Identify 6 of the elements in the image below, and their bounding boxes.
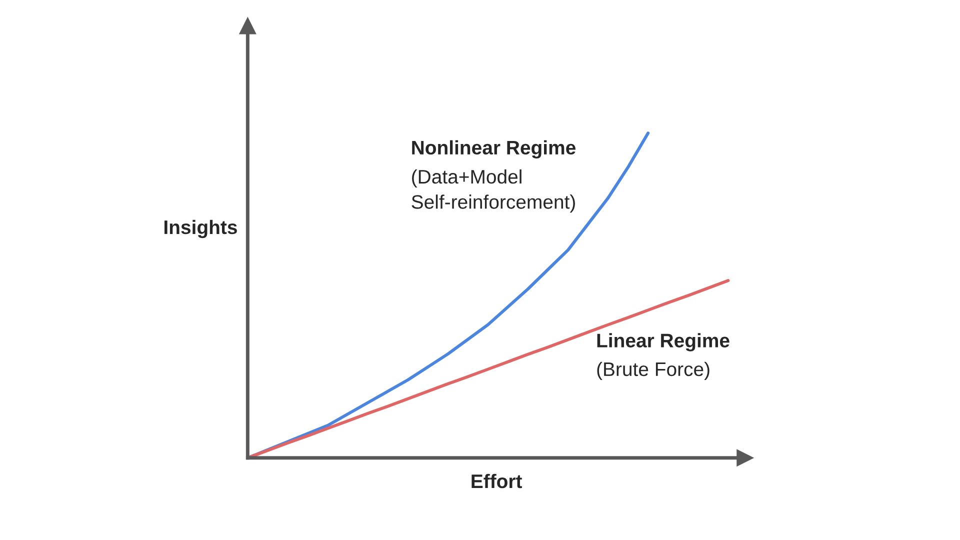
x-axis-title: Effort <box>472 474 522 488</box>
series-label: Linear Regime <box>597 333 730 352</box>
annotation: (Data+Model Self-reinforcement) <box>412 169 575 213</box>
text: Nonlinear Regime <box>412 140 576 158</box>
y-axis-title: Insights <box>164 220 237 238</box>
annotation: (Brute Force) <box>597 362 710 380</box>
